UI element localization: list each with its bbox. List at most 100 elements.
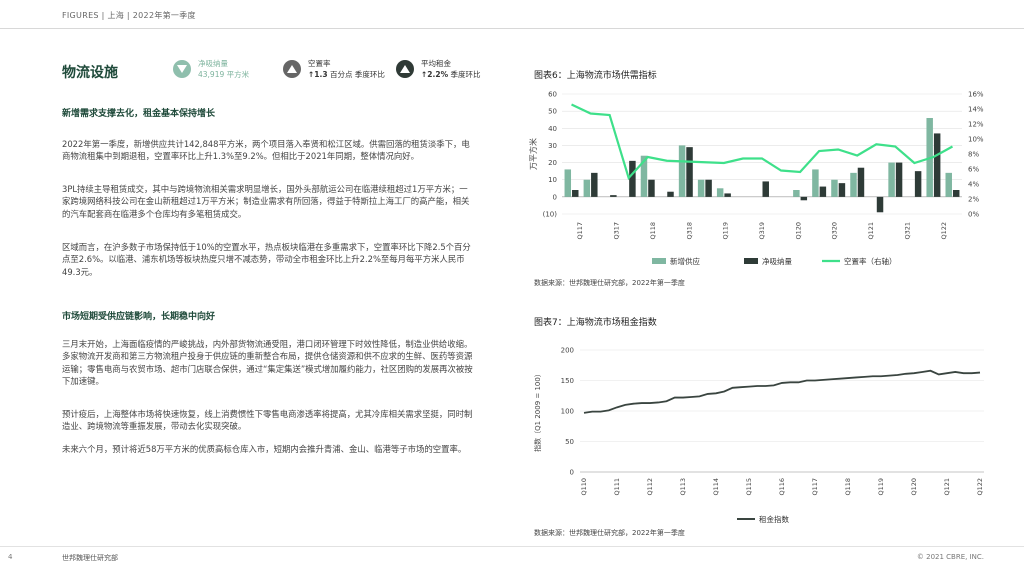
x-tick-label: Q318 bbox=[685, 222, 693, 240]
bar-supply bbox=[678, 145, 686, 197]
header-divider bbox=[0, 28, 1024, 29]
bar-supply bbox=[564, 169, 572, 197]
page-number: 4 bbox=[8, 553, 13, 561]
x-tick-label: Q119 bbox=[877, 478, 885, 496]
x-tick-label: Q321 bbox=[903, 222, 911, 240]
section1-heading: 新增需求支撑去化，租金基本保持增长 bbox=[62, 109, 216, 119]
x-tick-label: Q120 bbox=[910, 478, 918, 496]
bar-absorption bbox=[591, 172, 598, 197]
x-tick-label: Q117 bbox=[811, 478, 819, 496]
kpi-value: ↑1.3 百分点 季度环比 bbox=[308, 69, 385, 80]
chart7-source: 数据来源：世邦魏理仕研究部，2022年第一季度 bbox=[534, 529, 685, 537]
legend-label-supply: 新增供应 bbox=[670, 256, 700, 266]
bar-supply bbox=[583, 179, 591, 197]
y-tick-label: 50 bbox=[565, 438, 574, 446]
y2-tick-label: 16% bbox=[968, 91, 984, 99]
bar-absorption bbox=[895, 162, 903, 197]
legend-swatch-absorption bbox=[744, 258, 758, 264]
y2-tick-label: 0% bbox=[968, 211, 979, 219]
y2-tick-label: 8% bbox=[968, 151, 979, 159]
kpi-value-rest: 百分点 季度环比 bbox=[327, 70, 385, 79]
y-tick-label: 100 bbox=[561, 408, 574, 416]
y2-tick-label: 6% bbox=[968, 166, 979, 174]
report-header: FIGURES | 上海 | 2022年第一季度 bbox=[62, 11, 196, 20]
bar-absorption bbox=[876, 196, 884, 213]
y-axis-label: 指数（Q1 2009 = 100） bbox=[533, 370, 542, 452]
y-tick-label: 150 bbox=[561, 377, 574, 385]
bar-absorption bbox=[838, 183, 846, 197]
x-tick-label: Q320 bbox=[831, 222, 839, 240]
footer-brand: 世邦魏理仕研究部 bbox=[62, 554, 118, 562]
x-tick-label: Q115 bbox=[745, 478, 753, 496]
y-tick-label: 10 bbox=[548, 176, 557, 184]
triangle-down-icon bbox=[177, 65, 187, 73]
x-tick-label: Q113 bbox=[679, 478, 687, 496]
section2-heading: 市场短期受供应链影响，长期稳中向好 bbox=[62, 312, 216, 322]
x-tick-label: Q117 bbox=[576, 222, 584, 240]
bar-supply bbox=[831, 179, 838, 197]
kpi-circle bbox=[173, 60, 191, 78]
kpi-net-absorption: 净吸纳量 43,919 平方米 bbox=[173, 58, 249, 80]
y-tick-label: 40 bbox=[548, 125, 557, 133]
x-tick-label: Q111 bbox=[613, 478, 621, 496]
kpi-circle bbox=[283, 60, 301, 78]
y2-tick-label: 4% bbox=[968, 181, 979, 189]
legend-swatch-supply bbox=[652, 258, 666, 264]
y-tick-label: 60 bbox=[548, 91, 557, 99]
bar-absorption bbox=[686, 147, 693, 197]
section1-paragraph-3: 区域而言，在沪多数子市场保持低于10%的空置水平，热点板块临港在多重需求下，空置… bbox=[62, 242, 471, 277]
x-tick-label: Q118 bbox=[649, 222, 657, 240]
y-tick-label: 20 bbox=[548, 159, 557, 167]
kpi-circle bbox=[396, 60, 414, 78]
kpi-value: ↑2.2% 季度环比 bbox=[421, 69, 480, 80]
bar-absorption bbox=[629, 160, 636, 197]
bar-supply bbox=[888, 162, 895, 197]
y-tick-label: 0 bbox=[553, 193, 557, 201]
y2-tick-label: 2% bbox=[968, 196, 979, 204]
x-tick-label: Q116 bbox=[778, 478, 786, 496]
kpi-value-rest: 季度环比 bbox=[448, 70, 481, 79]
bar-absorption bbox=[667, 191, 674, 197]
x-tick-label: Q120 bbox=[794, 222, 802, 240]
kpi-value: 43,919 平方米 bbox=[198, 70, 250, 79]
y2-tick-label: 10% bbox=[968, 136, 984, 144]
y2-tick-label: 14% bbox=[968, 106, 984, 114]
vacancy-line bbox=[571, 103, 954, 181]
section1-paragraph-2: 3PL持续主导租赁成交，其中与跨境物流相关需求明显增长，国外头部航运公司在临港续… bbox=[62, 184, 470, 219]
y-tick-label: 200 bbox=[561, 347, 574, 355]
x-tick-label: Q110 bbox=[580, 478, 588, 496]
section1-paragraph-1: 2022年第一季度，新增供应共计142,848平方米，两个项目落入奉贤和松江区域… bbox=[62, 139, 470, 162]
chart6-title: 图表6：上海物流市场供需指标 bbox=[534, 71, 657, 81]
kpi-rent: 平均租金 ↑2.2% 季度环比 bbox=[396, 58, 480, 80]
bar-absorption bbox=[952, 190, 960, 197]
bar-absorption bbox=[648, 179, 655, 197]
chart6-source: 数据来源：世邦魏理仕研究部，2022年第一季度 bbox=[534, 279, 685, 287]
triangle-up-icon bbox=[400, 65, 410, 73]
section2-paragraph-1: 三月末开始，上海面临疫情的严峻挑战，内外部货物流通受阻，港口闭环管理下时效性降低… bbox=[62, 339, 473, 387]
x-tick-label: Q317 bbox=[613, 222, 621, 240]
chart7-svg: 200 150 100 50 0 指数（Q1 2009 = 100） Q110 Q111 Q11… bbox=[533, 347, 984, 524]
legend-label-rent: 租金指数 bbox=[759, 514, 789, 524]
bar-absorption bbox=[610, 195, 617, 197]
section-title: 物流设施 bbox=[62, 65, 118, 81]
bar-supply bbox=[812, 169, 819, 197]
chart7-title: 图表7：上海物流市场租金指数 bbox=[534, 318, 657, 328]
x-tick-label: Q119 bbox=[722, 222, 730, 240]
x-tick-label: Q118 bbox=[844, 478, 852, 496]
rent-index-line bbox=[583, 369, 981, 414]
y-tick-label: 30 bbox=[548, 142, 557, 150]
x-tick-label: Q121 bbox=[943, 478, 951, 496]
y-tick-label: 50 bbox=[548, 108, 557, 116]
x-tick-label: Q114 bbox=[712, 478, 720, 496]
kpi-label: 净吸纳量 bbox=[198, 59, 228, 68]
kpi-label: 平均租金 bbox=[421, 59, 451, 68]
chart6-svg: 60 50 40 30 20 10 0 (10) 16% 14% 12% 10% 8% 6% 4% 2% 0% 万… bbox=[528, 91, 984, 267]
bar-absorption bbox=[857, 167, 865, 197]
x-tick-label: Q121 bbox=[867, 222, 875, 240]
section2-paragraph-3: 未来六个月，预计将近58万平方米的优质高标仓库入市，短期内会推升青浦、金山、临港… bbox=[62, 444, 467, 454]
kpi-vacancy: 空置率 ↑1.3 百分点 季度环比 bbox=[283, 58, 385, 80]
y-axis-label: 万平方米 bbox=[528, 138, 538, 170]
kpi-value-strong: ↑2.2% bbox=[421, 70, 449, 79]
x-tick-label: Q122 bbox=[976, 478, 984, 496]
bar-absorption bbox=[800, 196, 808, 201]
